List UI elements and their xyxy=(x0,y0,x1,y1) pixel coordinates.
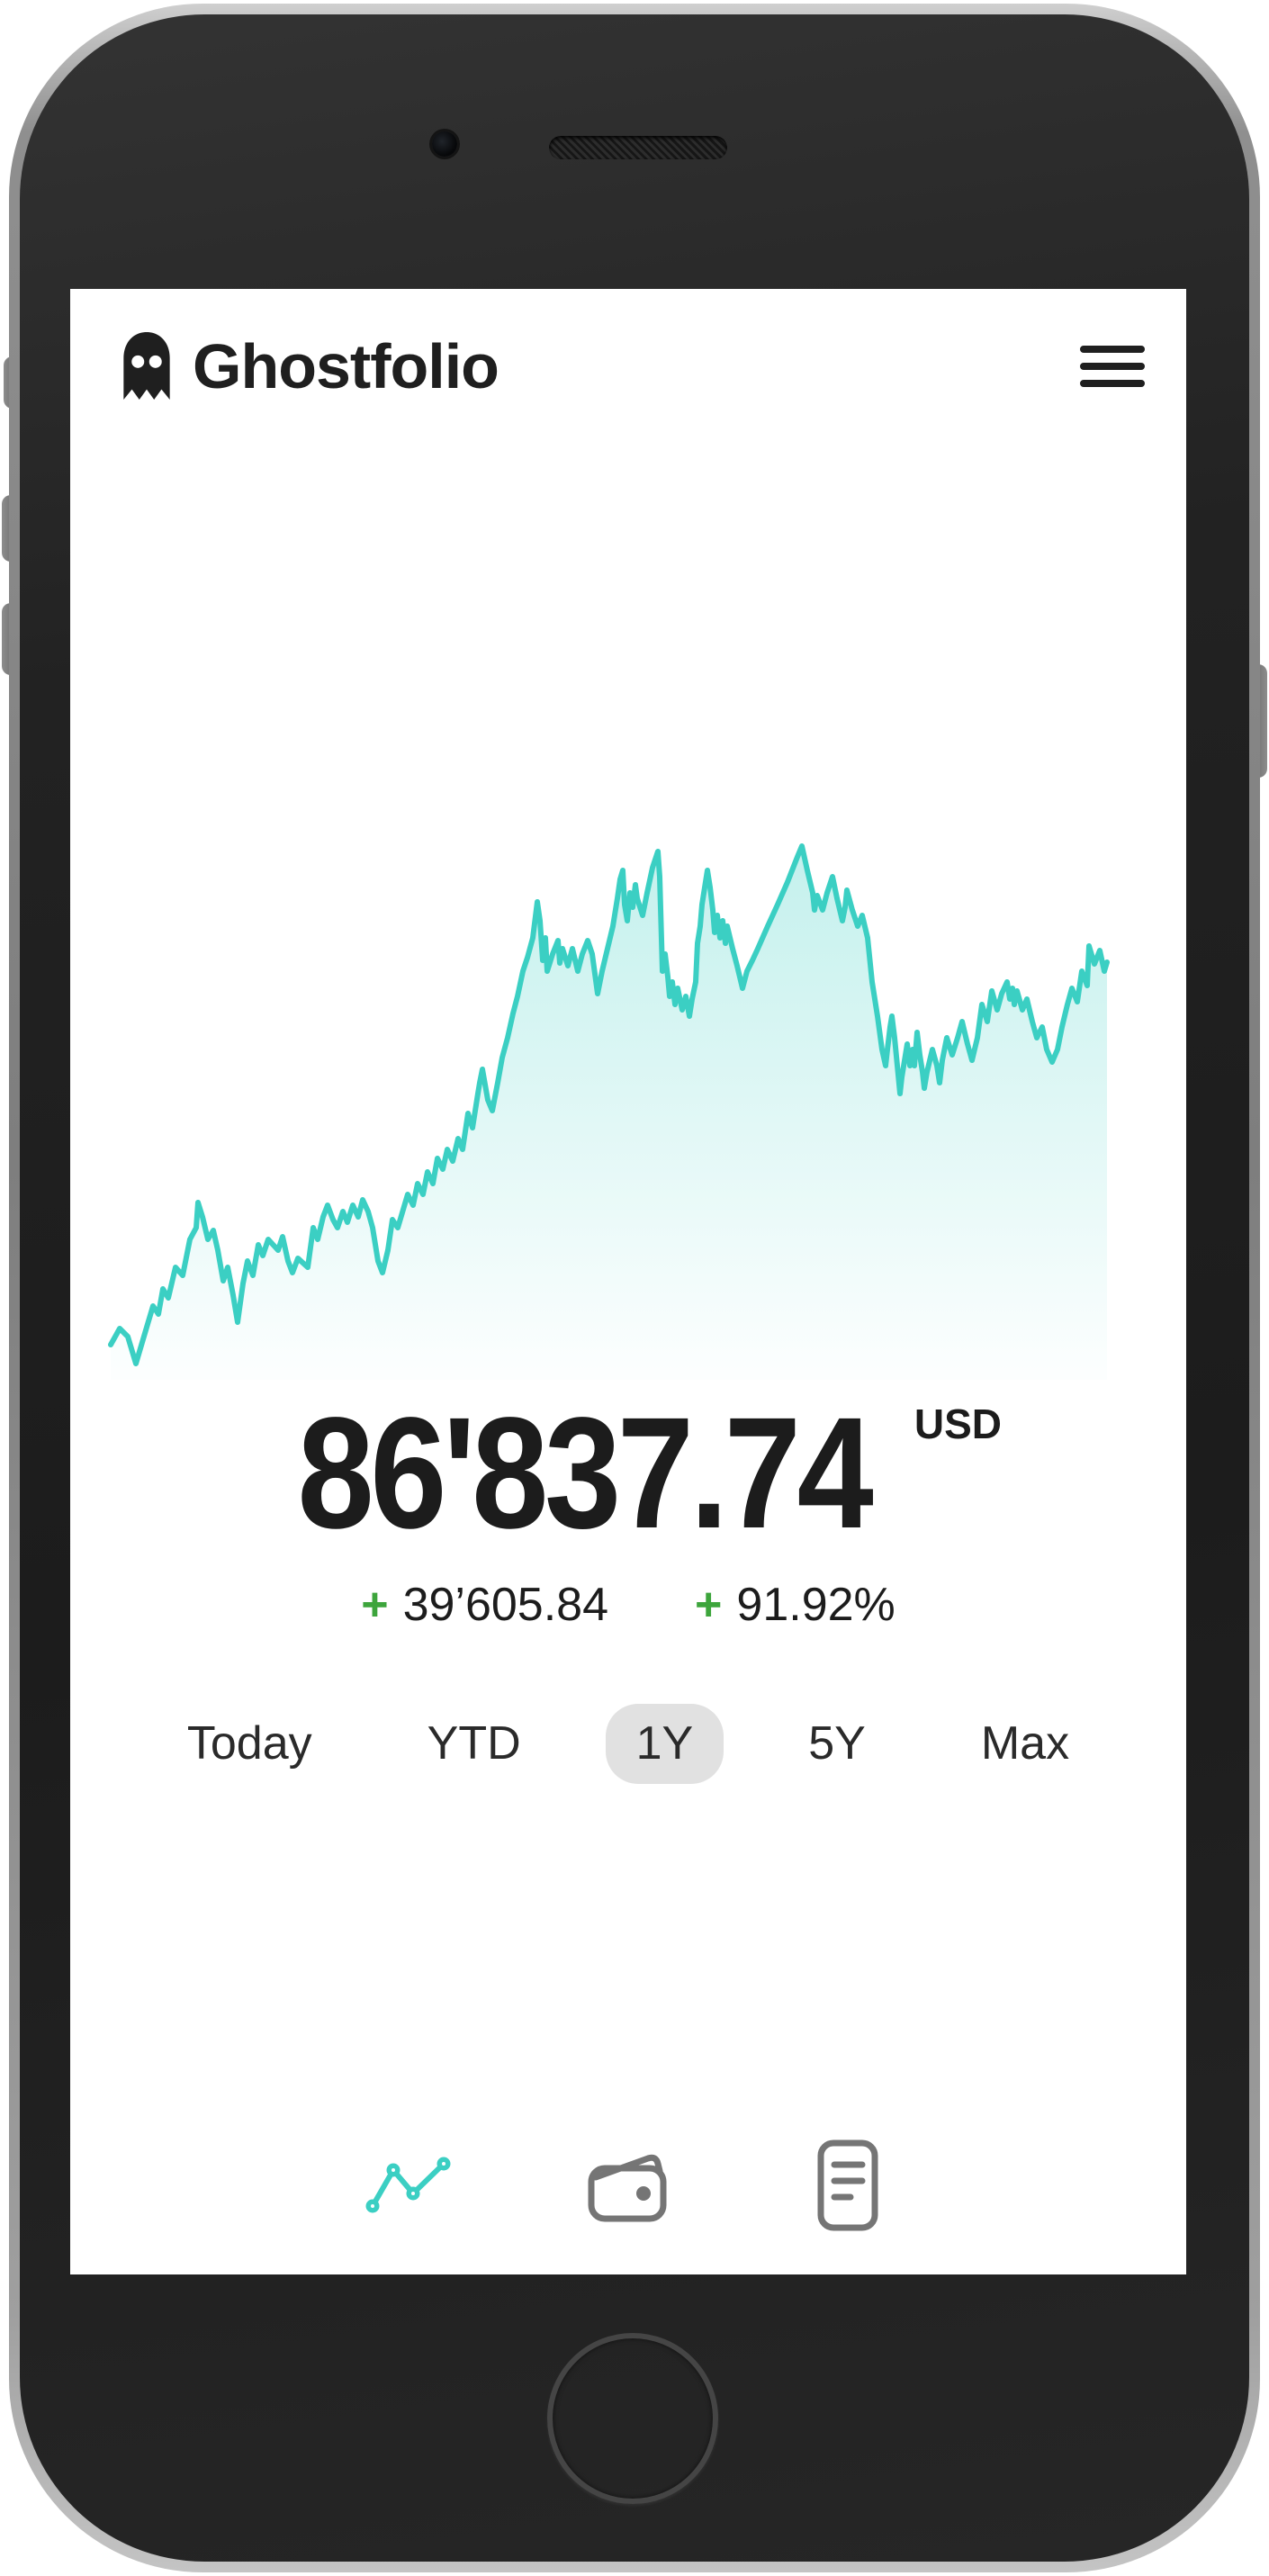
portfolio-value: 86'837.74 xyxy=(297,1385,873,1562)
app-title: Ghostfolio xyxy=(193,331,500,401)
performance-area-chart xyxy=(108,804,1110,1380)
portfolio-currency: USD xyxy=(914,1401,1003,1447)
chart-line xyxy=(108,843,1110,1366)
app-screen: Ghostfolio 86'837.74 USD + xyxy=(70,289,1186,2274)
ghost-logo-icon xyxy=(123,332,170,400)
performance-chart-svg xyxy=(108,843,1110,1380)
portfolio-value-block: 86'837.74 USD xyxy=(70,1394,1186,1553)
earpiece-speaker xyxy=(549,136,727,159)
portfolio-change-row: + 39’605.84 + 91.92% xyxy=(70,1578,1186,1632)
bottom-navigation xyxy=(70,2136,1186,2235)
change-absolute-value: 39’605.84 xyxy=(402,1579,609,1631)
plus-icon: + xyxy=(695,1579,723,1631)
nav-performance-chart-icon[interactable] xyxy=(365,2136,452,2235)
period-button-ytd[interactable]: YTD xyxy=(397,1704,552,1784)
plus-icon: + xyxy=(361,1579,389,1631)
change-percent: + 91.92% xyxy=(695,1578,896,1632)
period-button-1y[interactable]: 1Y xyxy=(605,1704,724,1785)
chart-fill-area xyxy=(111,846,1107,1380)
menu-hamburger-icon[interactable] xyxy=(1080,340,1145,392)
period-button-5y[interactable]: 5Y xyxy=(778,1704,896,1784)
app-header: Ghostfolio xyxy=(121,321,1145,411)
change-percent-value: 91.92% xyxy=(736,1579,896,1631)
nav-report-icon[interactable] xyxy=(805,2136,891,2235)
front-camera-icon xyxy=(432,131,457,157)
period-button-today[interactable]: Today xyxy=(157,1704,343,1784)
period-selector: Today YTD 1Y 5Y Max xyxy=(70,1704,1186,1785)
change-absolute: + 39’605.84 xyxy=(361,1578,608,1632)
nav-wallet-icon[interactable] xyxy=(585,2136,671,2235)
brand[interactable]: Ghostfolio xyxy=(121,330,500,402)
period-button-max[interactable]: Max xyxy=(950,1704,1100,1784)
home-button xyxy=(547,2333,718,2504)
